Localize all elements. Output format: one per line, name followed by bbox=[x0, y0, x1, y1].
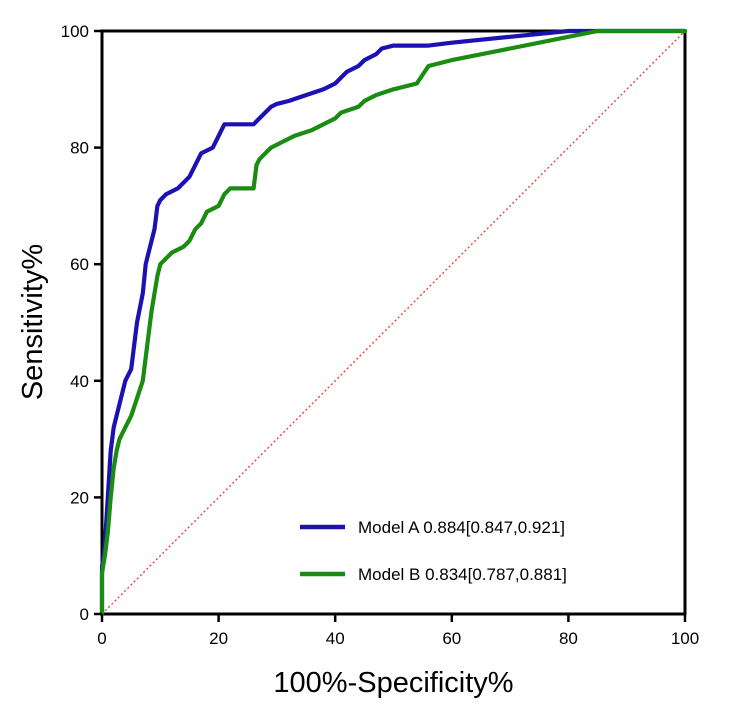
series-line-model-b bbox=[99, 28, 688, 617]
legend-label-model-b: Model B 0.834[0.787,0.881] bbox=[358, 565, 567, 584]
y-tick-label: 0 bbox=[80, 605, 89, 624]
y-tick-label: 40 bbox=[70, 372, 89, 391]
y-tick-label: 60 bbox=[70, 255, 89, 274]
x-tick-label: 0 bbox=[97, 629, 106, 648]
x-axis-title: 100%-Specificity% bbox=[273, 667, 513, 699]
plot-frame bbox=[100, 29, 687, 616]
x-axis: 0 20 40 60 80 100 bbox=[97, 614, 699, 648]
legend-label-model-a: Model A 0.884[0.847,0.921] bbox=[358, 518, 565, 537]
series-layer bbox=[99, 28, 688, 617]
y-tick-label: 100 bbox=[61, 22, 89, 41]
x-tick-label: 60 bbox=[442, 629, 461, 648]
x-tick-label: 100 bbox=[671, 629, 699, 648]
y-axis: 0 20 40 60 80 100 bbox=[61, 22, 102, 624]
series-line-model-a bbox=[99, 28, 688, 617]
x-tick-label: 20 bbox=[209, 629, 228, 648]
y-axis-title: Sensitivity% bbox=[17, 244, 49, 400]
plot-area bbox=[100, 29, 687, 616]
x-tick-label: 80 bbox=[559, 629, 578, 648]
legend: Model A 0.884[0.847,0.921] Model B 0.834[… bbox=[300, 518, 567, 584]
x-tick-label: 40 bbox=[326, 629, 345, 648]
y-tick-label: 20 bbox=[70, 488, 89, 507]
y-tick-label: 80 bbox=[70, 139, 89, 158]
